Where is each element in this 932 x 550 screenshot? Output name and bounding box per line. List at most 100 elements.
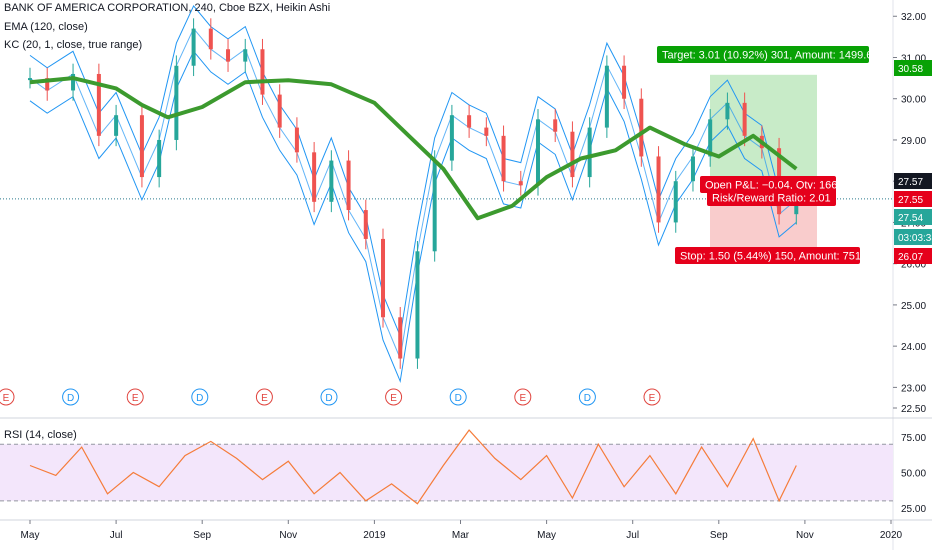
- candle-body: [467, 115, 472, 128]
- dividend-event-marker: [320, 388, 338, 406]
- candle-body: [96, 73, 101, 136]
- candle-body: [157, 139, 162, 178]
- candle-body: [518, 181, 523, 186]
- price-badge-label: 27.54: [898, 213, 923, 224]
- earnings-event-marker: [126, 388, 144, 406]
- candle-body: [277, 94, 282, 128]
- rsi-legend: RSI (14, close): [4, 429, 77, 441]
- time-tick-label: Sep: [193, 530, 211, 541]
- event-marker-letter: E: [649, 393, 656, 404]
- time-tick-label: May: [537, 530, 556, 541]
- target-label-box: [657, 46, 869, 63]
- stop-label: Stop: 1.50 (5.44%) 150, Amount: 751: [680, 251, 861, 263]
- risk-reward-label: Risk/Reward Ratio: 2.01: [712, 193, 831, 205]
- event-marker-letter: D: [455, 393, 462, 404]
- chart-title: BANK OF AMERICA CORPORATION, 240, Cboe B…: [4, 2, 331, 14]
- dividend-event-marker: [578, 388, 596, 406]
- price-badge: [894, 209, 932, 225]
- candle-body: [71, 73, 76, 91]
- candle-body: [432, 160, 437, 252]
- candle-body: [294, 127, 299, 153]
- candle-body: [604, 65, 609, 128]
- candle-body: [45, 78, 50, 91]
- event-marker-letter: D: [325, 393, 332, 404]
- price-badge-label: 26.07: [898, 252, 923, 263]
- candle-body: [398, 317, 403, 359]
- candle-body: [690, 156, 695, 182]
- candle-body: [243, 49, 248, 62]
- candle-body: [226, 49, 231, 62]
- price-tick-label: 23.00: [901, 383, 926, 394]
- dividend-event-marker: [62, 388, 80, 406]
- price-tick-label: 29.00: [901, 136, 926, 147]
- candle-body: [329, 160, 334, 202]
- price-badge-label: 27.57: [898, 177, 923, 188]
- candle-body: [794, 199, 799, 215]
- event-marker-letter: E: [261, 393, 268, 404]
- event-marker-letter: E: [132, 393, 139, 404]
- price-tick-label: 22.50: [901, 404, 926, 415]
- candle-body: [174, 65, 179, 140]
- dividend-event-marker: [191, 388, 209, 406]
- earnings-event-marker: [0, 388, 15, 406]
- candle-body: [656, 156, 661, 223]
- price-badge-label: 30.58: [898, 64, 923, 75]
- candle-body: [114, 115, 119, 136]
- candle-body: [28, 78, 32, 81]
- event-marker-letter: D: [196, 393, 203, 404]
- risk-reward-label-box: [707, 189, 836, 206]
- rsi-line: [29, 429, 797, 505]
- time-tick-label: Nov: [279, 530, 297, 541]
- candle-body: [639, 98, 644, 157]
- candle-body: [449, 115, 454, 161]
- candle-body: [622, 65, 627, 99]
- price-badge: [894, 191, 932, 207]
- time-tick-label: Jul: [110, 530, 123, 541]
- candle-body: [312, 152, 317, 202]
- time-tick-label: Nov: [796, 530, 814, 541]
- earnings-event-marker: [643, 388, 661, 406]
- earnings-event-marker: [514, 388, 532, 406]
- price-tick-label: 30.00: [901, 95, 926, 106]
- event-marker-letter: D: [67, 393, 74, 404]
- price-badge: [894, 60, 932, 76]
- candle-body: [535, 119, 540, 186]
- candle-body: [587, 127, 592, 178]
- time-tick-label: Jul: [626, 530, 639, 541]
- candle-body: [570, 131, 575, 178]
- candle-body: [725, 102, 730, 120]
- rsi-tick-label: 25.00: [901, 504, 926, 515]
- candle-body: [346, 160, 351, 211]
- event-marker-letter: E: [519, 393, 526, 404]
- candle-body: [208, 28, 213, 50]
- open-pl-label-box: [700, 176, 836, 193]
- kc-upper-line: [29, 4, 797, 338]
- time-tick-label: Sep: [710, 530, 728, 541]
- price-badge: [894, 173, 932, 189]
- dividend-event-marker: [449, 388, 467, 406]
- event-marker-letter: E: [390, 393, 397, 404]
- kc-lower-line: [29, 50, 797, 384]
- price-tick-label: 31.00: [901, 53, 926, 64]
- kc-basis-line: [29, 27, 797, 361]
- time-tick-label: Mar: [452, 530, 470, 541]
- candle-body: [260, 49, 265, 95]
- rsi-tick-label: 75.00: [901, 433, 926, 444]
- price-badge-label: 27.55: [898, 195, 923, 206]
- price-badge-label: 03:03:38: [898, 233, 932, 244]
- event-marker-letter: E: [3, 393, 10, 404]
- candle-body: [742, 102, 747, 136]
- earnings-event-marker: [385, 388, 403, 406]
- candle-body: [363, 210, 368, 239]
- price-tick-label: 24.00: [901, 342, 926, 353]
- price-tick-label: 32.00: [901, 12, 926, 23]
- candle-body: [484, 127, 489, 136]
- candle-body: [708, 119, 713, 157]
- candle-body: [139, 115, 144, 178]
- earnings-event-marker: [255, 388, 273, 406]
- price-badge: [894, 229, 932, 245]
- candle-body: [381, 238, 386, 318]
- time-tick-label: May: [21, 530, 40, 541]
- price-tick-label: 25.00: [901, 301, 926, 312]
